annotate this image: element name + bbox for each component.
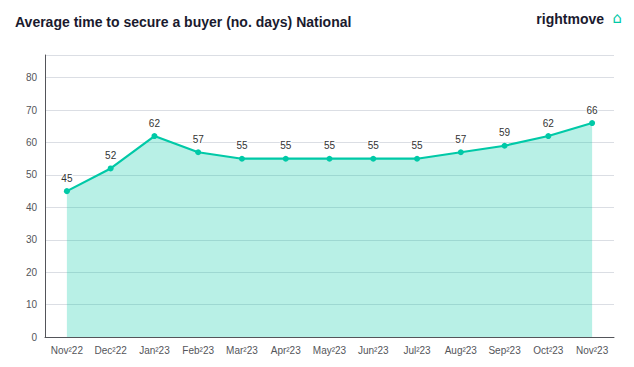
svg-text:May²23: May²23 xyxy=(313,345,347,356)
svg-text:59: 59 xyxy=(499,127,511,138)
svg-text:55: 55 xyxy=(324,140,336,151)
svg-text:45: 45 xyxy=(61,173,73,184)
svg-text:10: 10 xyxy=(26,299,38,310)
svg-text:57: 57 xyxy=(455,134,467,145)
svg-text:55: 55 xyxy=(280,140,292,151)
svg-text:Apr²23: Apr²23 xyxy=(271,345,301,356)
svg-text:50: 50 xyxy=(26,169,38,180)
svg-text:55: 55 xyxy=(236,140,248,151)
svg-text:Dec²22: Dec²22 xyxy=(95,345,128,356)
svg-text:Sep²23: Sep²23 xyxy=(488,345,521,356)
svg-text:62: 62 xyxy=(543,118,555,129)
svg-text:Mar²23: Mar²23 xyxy=(226,345,258,356)
svg-text:55: 55 xyxy=(368,140,380,151)
svg-text:57: 57 xyxy=(193,134,205,145)
svg-text:52: 52 xyxy=(105,150,117,161)
svg-text:Average time to secure a buyer: Average time to secure a buyer (no. days… xyxy=(15,14,351,30)
svg-text:Jul²23: Jul²23 xyxy=(403,345,431,356)
svg-text:rightmove: rightmove xyxy=(536,11,604,27)
svg-text:Nov²22: Nov²22 xyxy=(51,345,84,356)
svg-text:40: 40 xyxy=(26,202,38,213)
svg-text:62: 62 xyxy=(149,118,161,129)
svg-text:Oct²23: Oct²23 xyxy=(533,345,563,356)
svg-text:Feb²23: Feb²23 xyxy=(182,345,214,356)
svg-text:70: 70 xyxy=(26,105,38,116)
svg-text:0: 0 xyxy=(31,332,37,343)
svg-text:Jan²23: Jan²23 xyxy=(139,345,170,356)
svg-text:⌂: ⌂ xyxy=(612,9,622,27)
svg-text:20: 20 xyxy=(26,267,38,278)
svg-text:Nov²23: Nov²23 xyxy=(576,345,609,356)
svg-text:60: 60 xyxy=(26,137,38,148)
svg-text:66: 66 xyxy=(587,105,599,116)
svg-text:80: 80 xyxy=(26,72,38,83)
svg-text:Jun²23: Jun²23 xyxy=(358,345,389,356)
svg-text:55: 55 xyxy=(411,140,423,151)
svg-text:30: 30 xyxy=(26,234,38,245)
svg-text:Aug²23: Aug²23 xyxy=(445,345,478,356)
